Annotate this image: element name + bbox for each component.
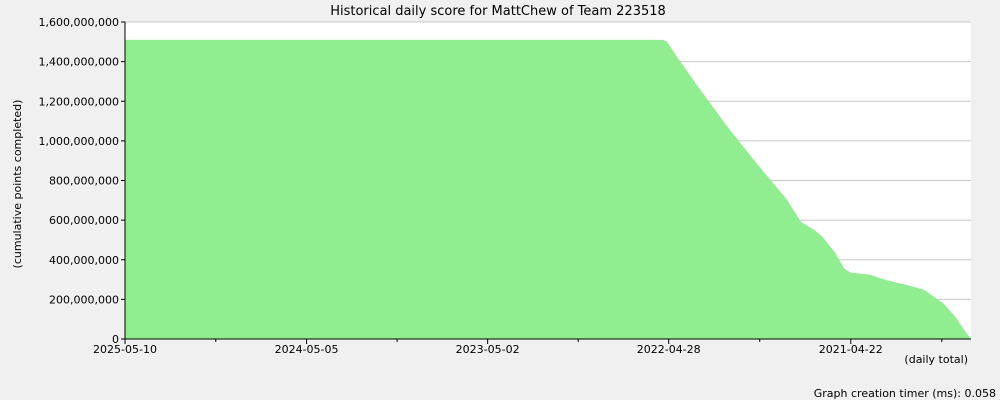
x-tick-label: 2022-04-28 <box>637 343 701 356</box>
y-tick-label: 1,000,000,000 <box>39 135 119 148</box>
y-axis-label: (cumulative points completed) <box>11 100 24 269</box>
y-tick-label: 400,000,000 <box>49 254 119 267</box>
x-tick-label: 2024-05-05 <box>275 343 339 356</box>
x-tick-label: 2025-05-10 <box>93 343 157 356</box>
graph-creation-timer: Graph creation timer (ms): 0.058 <box>814 387 996 400</box>
x-tick-label: 2021-04-22 <box>819 343 883 356</box>
series-area <box>125 39 971 339</box>
chart-title: Historical daily score for MattChew of T… <box>330 4 666 19</box>
x-axis-label: (daily total) <box>904 353 968 366</box>
y-axis-ticks: 0 200,000,000 400,000,000 600,000,000 800,00… <box>39 16 125 346</box>
y-tick-label: 1,400,000,000 <box>39 56 119 69</box>
y-tick-label: 800,000,000 <box>49 175 119 188</box>
y-tick-label: 1,600,000,000 <box>39 16 119 29</box>
x-tick-label: 2023-05-02 <box>456 343 520 356</box>
y-tick-label: 200,000,000 <box>49 293 119 306</box>
x-axis-ticks: 2025-05-10 2024-05-05 2023-05-02 2022-04-28… <box>93 339 943 356</box>
y-tick-label: 1,200,000,000 <box>39 95 119 108</box>
y-tick-label: 0 <box>112 333 119 346</box>
y-tick-label: 600,000,000 <box>49 214 119 227</box>
